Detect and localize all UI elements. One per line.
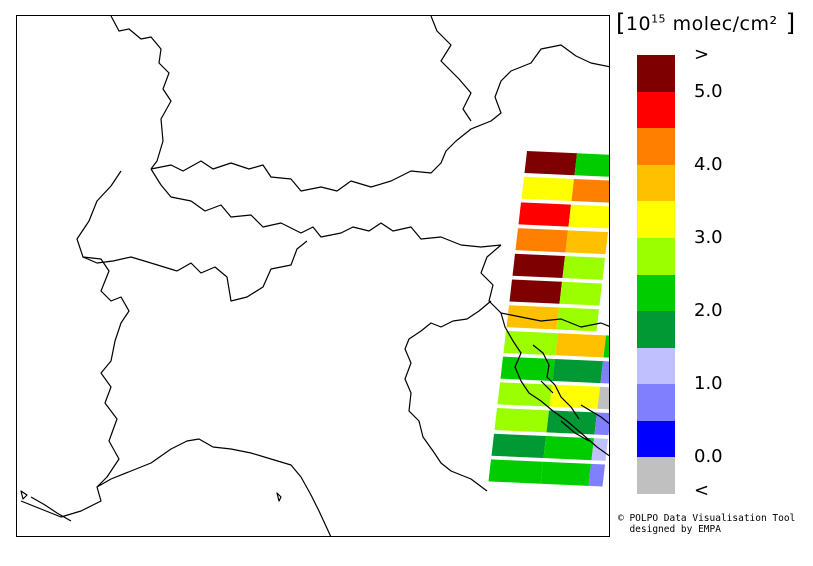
colorbar-tick-label: 1.0 [694, 373, 723, 395]
border-italy-france [20, 340, 120, 518]
swath-pixel [488, 459, 543, 484]
swath-pixel [562, 256, 605, 280]
swath-pixel [521, 176, 574, 201]
colorbar-swatch [637, 237, 675, 275]
colorbar-swatch [637, 201, 675, 239]
islands-croatia [532, 344, 609, 442]
swath-pixel [506, 305, 559, 330]
satellite-swath [488, 151, 609, 487]
swath-pixel [603, 335, 609, 358]
swath-pixel [594, 412, 609, 436]
unit-prefix: 10 [625, 13, 652, 35]
colorbar-swatch [637, 55, 675, 93]
swath-pixel [552, 358, 603, 384]
border-italy-slovenia [480, 244, 502, 314]
map-frame[interactable] [16, 15, 610, 537]
colorbar-tick-label: 4.0 [694, 153, 723, 175]
colorbar-swatch [637, 420, 675, 458]
colorbar-swatch [637, 274, 675, 312]
swath-pixel [568, 204, 609, 229]
border-switzerland-inner [176, 240, 308, 302]
swath-pixel [512, 253, 565, 279]
border-france-switzerland [76, 170, 130, 342]
coast-italy-tyrrhenian [96, 438, 332, 536]
swath-pixel [494, 408, 549, 433]
swath-pixel [524, 151, 577, 176]
swath-pixel [574, 153, 609, 177]
swath-pixel [518, 202, 571, 227]
country-borders [20, 16, 609, 536]
border-switzerland-west [82, 256, 178, 272]
swath-pixel [546, 410, 597, 435]
colorbar [637, 55, 675, 495]
colorbar-tick-label: 3.0 [694, 226, 723, 248]
colorbar-swatch [637, 91, 675, 129]
swath-pixel [597, 386, 609, 410]
colorbar-swatch [637, 457, 675, 495]
island-small [20, 490, 28, 500]
colorbar-swatch [637, 347, 675, 385]
swath-pixel [540, 461, 591, 486]
border-czech [430, 16, 472, 122]
swath-pixel [555, 333, 606, 358]
map-canvas [20, 16, 609, 536]
swath-pixel [497, 382, 552, 407]
colorbar-swatch [637, 164, 675, 202]
swath-pixel [503, 330, 558, 356]
coast-italy-west [30, 496, 72, 522]
border-switzerland-italy [150, 168, 502, 248]
swath-pixel [543, 436, 594, 461]
coast-adriatic-north [404, 300, 492, 492]
swath-pixel [571, 178, 609, 203]
colorbar-tick-label: < [694, 480, 710, 501]
colorbar-swatch [637, 311, 675, 349]
colorbar-tick-label: 2.0 [694, 300, 723, 322]
credit-line-2: designed by EMPA [618, 524, 721, 535]
swath-pixel [515, 228, 568, 253]
swath-pixel [491, 433, 546, 459]
island-elba [276, 492, 282, 502]
border-slovenia-croatia [500, 312, 609, 328]
swath-pixel [588, 463, 605, 487]
swath-pixel [600, 361, 609, 384]
colorbar-swatch [637, 384, 675, 422]
colorbar-tick-label: > [694, 44, 710, 65]
swath-pixel [559, 281, 602, 306]
colorbar-tick-label: 0.0 [694, 446, 723, 468]
colorbar-swatch [637, 128, 675, 166]
credit-text: © POLPO Data Visualisation Tool designed… [618, 513, 795, 535]
unit-exponent: 15 [651, 12, 667, 26]
swath-pixel [565, 230, 608, 255]
swath-pixel [549, 384, 600, 409]
swath-pixel [500, 356, 555, 381]
border-germany-south [150, 44, 609, 192]
credit-line-1: © POLPO Data Visualisation Tool [618, 513, 796, 524]
swath-pixel [509, 279, 562, 304]
legend-unit-title: [1015 molec/cm² ] [616, 9, 796, 37]
border-france-germany [110, 16, 172, 170]
colorbar-tick-label: 5.0 [694, 80, 723, 102]
unit-suffix: molec/cm² [666, 13, 778, 35]
coast-istria [500, 312, 609, 457]
